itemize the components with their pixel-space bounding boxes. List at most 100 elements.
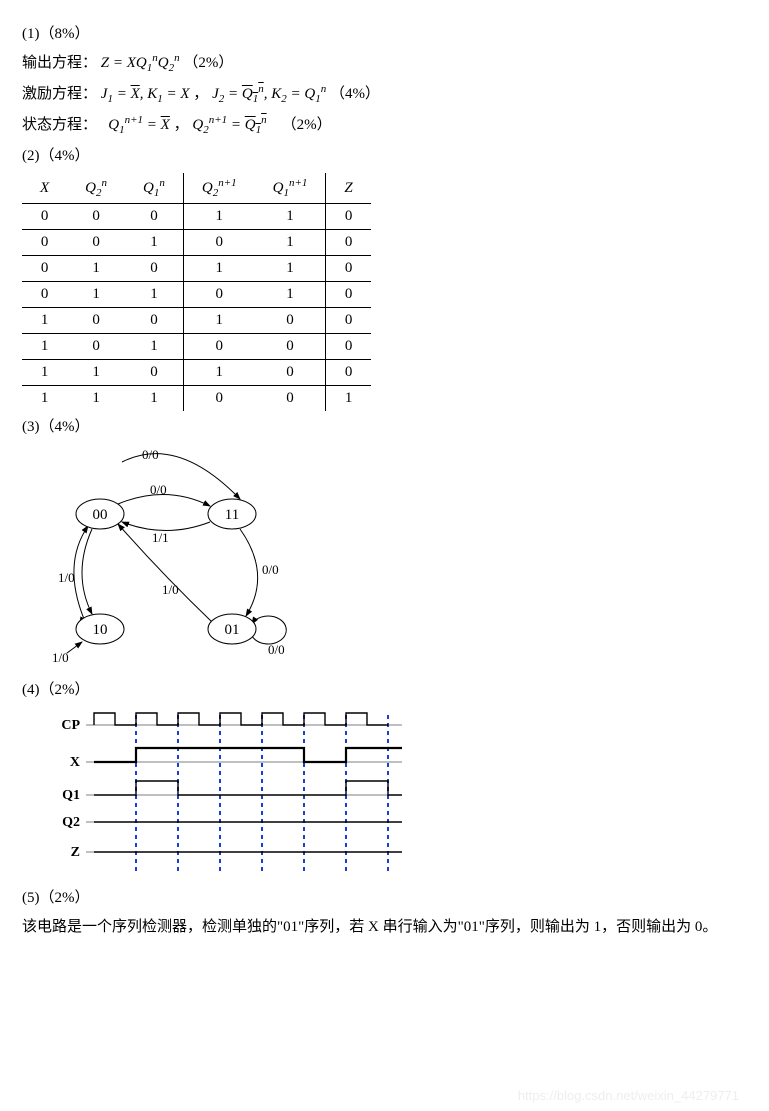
section-2-heading: (2)（4%） (22, 144, 747, 165)
table-cell: 0 (22, 230, 67, 256)
table-row: 111001 (22, 386, 371, 412)
conclusion-text: 该电路是一个序列检测器，检测单独的"01"序列，若 X 串行输入为"01"序列，… (22, 915, 747, 939)
svg-text:0/0: 0/0 (150, 482, 167, 497)
table-row: 010110 (22, 256, 371, 282)
table-cell: 1 (125, 282, 183, 308)
exc-label: 激励方程： (22, 86, 97, 102)
table-cell: 1 (22, 334, 67, 360)
exc-pct: （4%） (330, 86, 380, 102)
table-row: 100100 (22, 308, 371, 334)
table-cell: 0 (255, 308, 326, 334)
table-cell: 0 (326, 230, 371, 256)
state-label: 状态方程： (22, 117, 97, 133)
out-label: 输出方程： (22, 55, 97, 71)
state-eq2: Q2n+1 = Q1n (192, 117, 266, 133)
table-cell: 1 (183, 360, 254, 386)
table-header: Z (326, 173, 371, 204)
excitation-equation-line: 激励方程： J1 = X, K1 = X ， J2 = Q1n, K2 = Q1… (22, 82, 747, 105)
svg-text:X: X (70, 755, 80, 770)
table-cell: 1 (67, 360, 125, 386)
section-4-heading: (4)（2%） (22, 678, 747, 699)
table-cell: 0 (255, 334, 326, 360)
table-cell: 1 (125, 334, 183, 360)
table-cell: 0 (125, 204, 183, 230)
table-cell: 0 (22, 204, 67, 230)
table-cell: 0 (183, 334, 254, 360)
svg-text:0/0: 0/0 (262, 562, 279, 577)
exc-eq1: J1 = X, K1 = X (101, 86, 190, 102)
table-cell: 1 (183, 204, 254, 230)
svg-text:0/0: 0/0 (268, 642, 285, 657)
section-5-heading: (5)（2%） (22, 886, 747, 907)
table-cell: 1 (125, 230, 183, 256)
table-header: X (22, 173, 67, 204)
table-row: 110100 (22, 360, 371, 386)
table-cell: 0 (326, 282, 371, 308)
table-cell: 1 (255, 230, 326, 256)
table-cell: 1 (255, 282, 326, 308)
svg-text:1/0: 1/0 (58, 570, 75, 585)
svg-text:1/0: 1/0 (162, 582, 179, 597)
svg-text:Q2: Q2 (62, 815, 80, 830)
table-cell: 1 (183, 256, 254, 282)
table-cell: 0 (67, 308, 125, 334)
table-header: Q2n (67, 173, 125, 204)
timing-diagram: CPXQ1Q2Z (22, 707, 747, 882)
state-equation-line: 状态方程： Q1n+1 = X ， Q2n+1 = Q1n （2%） (22, 113, 747, 136)
watermark: https://blog.csdn.net/weixin_44279771 (518, 1088, 739, 1103)
table-cell: 1 (67, 386, 125, 412)
out-eq: Z = XQ1nQ2n (101, 55, 180, 71)
table-cell: 0 (183, 230, 254, 256)
state-eq1: Q1n+1 = X (108, 117, 170, 133)
table-cell: 0 (22, 256, 67, 282)
table-cell: 0 (326, 256, 371, 282)
table-cell: 0 (255, 386, 326, 412)
out-pct: （2%） (183, 55, 233, 71)
truth-table: XQ2nQ1nQ2n+1Q1n+1Z 000110001010010110011… (22, 173, 371, 411)
svg-text:0/0: 0/0 (142, 447, 159, 462)
exc-eq2: J2 = Q1n, K2 = Q1n (212, 86, 326, 102)
table-cell: 0 (326, 308, 371, 334)
table-cell: 1 (67, 256, 125, 282)
table-cell: 0 (255, 360, 326, 386)
table-row: 101000 (22, 334, 371, 360)
state-diagram: 0/0 0/0 1/1 1/0 0/0 1/0 1/0 0/0 00 11 10 01 (22, 444, 747, 674)
table-row: 001010 (22, 230, 371, 256)
table-header: Q1n+1 (255, 173, 326, 204)
table-cell: 0 (326, 204, 371, 230)
table-cell: 1 (255, 204, 326, 230)
table-cell: 0 (125, 360, 183, 386)
svg-text:01: 01 (225, 622, 240, 638)
table-cell: 0 (125, 256, 183, 282)
section-3-heading: (3)（4%） (22, 415, 747, 436)
output-equation-line: 输出方程： Z = XQ1nQ2n （2%） (22, 51, 747, 74)
table-header: Q1n (125, 173, 183, 204)
table-cell: 0 (326, 360, 371, 386)
table-cell: 1 (125, 386, 183, 412)
svg-text:Z: Z (71, 845, 80, 860)
table-cell: 0 (183, 386, 254, 412)
table-cell: 0 (67, 204, 125, 230)
table-cell: 0 (67, 230, 125, 256)
table-cell: 1 (67, 282, 125, 308)
table-cell: 0 (22, 282, 67, 308)
table-cell: 1 (22, 360, 67, 386)
table-cell: 0 (125, 308, 183, 334)
svg-text:1/0: 1/0 (52, 650, 69, 665)
svg-text:1/1: 1/1 (152, 530, 169, 545)
state-pct: （2%） (282, 117, 332, 133)
table-row: 000110 (22, 204, 371, 230)
section-1-heading: (1)（8%） (22, 22, 747, 43)
table-cell: 1 (22, 386, 67, 412)
table-row: 011010 (22, 282, 371, 308)
table-cell: 0 (183, 282, 254, 308)
table-header: Q2n+1 (183, 173, 254, 204)
table-cell: 1 (326, 386, 371, 412)
svg-text:Q1: Q1 (62, 788, 80, 803)
table-cell: 1 (22, 308, 67, 334)
svg-text:00: 00 (93, 507, 108, 523)
svg-text:11: 11 (225, 507, 239, 523)
table-cell: 1 (255, 256, 326, 282)
svg-text:10: 10 (93, 622, 108, 638)
table-cell: 0 (326, 334, 371, 360)
